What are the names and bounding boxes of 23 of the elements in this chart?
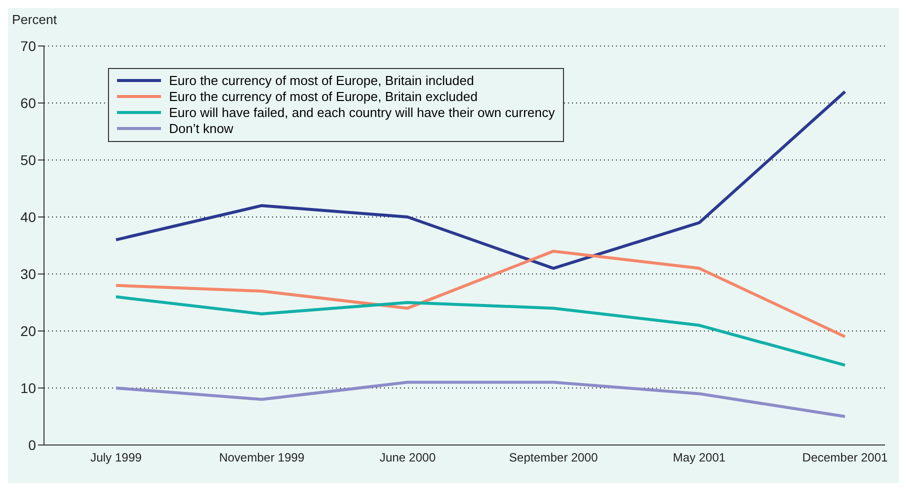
y-tick-label: 30 <box>20 266 36 282</box>
y-tick-label: 0 <box>28 436 36 453</box>
y-tick-label: 50 <box>20 152 36 168</box>
legend-label: Euro will have failed, and each country will have their own currency <box>169 105 555 120</box>
y-tick-label: 40 <box>20 208 36 225</box>
x-tick-label: December 2001 <box>802 450 888 465</box>
line-series <box>114 250 846 338</box>
legend-label: Euro the currency of most of Europe, Britain included <box>169 73 474 88</box>
y-tick-label: 20 <box>20 322 36 339</box>
x-tick-label: May 2001 <box>672 450 726 465</box>
x-tick-label: November 1999 <box>219 450 305 465</box>
x-tick-label: September 2000 <box>509 450 598 465</box>
y-tick-label: 10 <box>20 380 36 396</box>
x-tick-label: July 1999 <box>90 450 142 465</box>
line-series <box>114 90 846 270</box>
legend-label: Euro the currency of most of Europe, Britain excluded <box>169 89 478 104</box>
x-tick-label: June 2000 <box>380 450 436 465</box>
legend-label: Don’t know <box>169 121 234 136</box>
y-axis-title: Percent <box>12 12 57 27</box>
y-tick-label: 70 <box>20 38 36 54</box>
line-series <box>114 380 846 418</box>
line-series <box>114 295 846 367</box>
y-tick-label: 60 <box>20 94 36 111</box>
